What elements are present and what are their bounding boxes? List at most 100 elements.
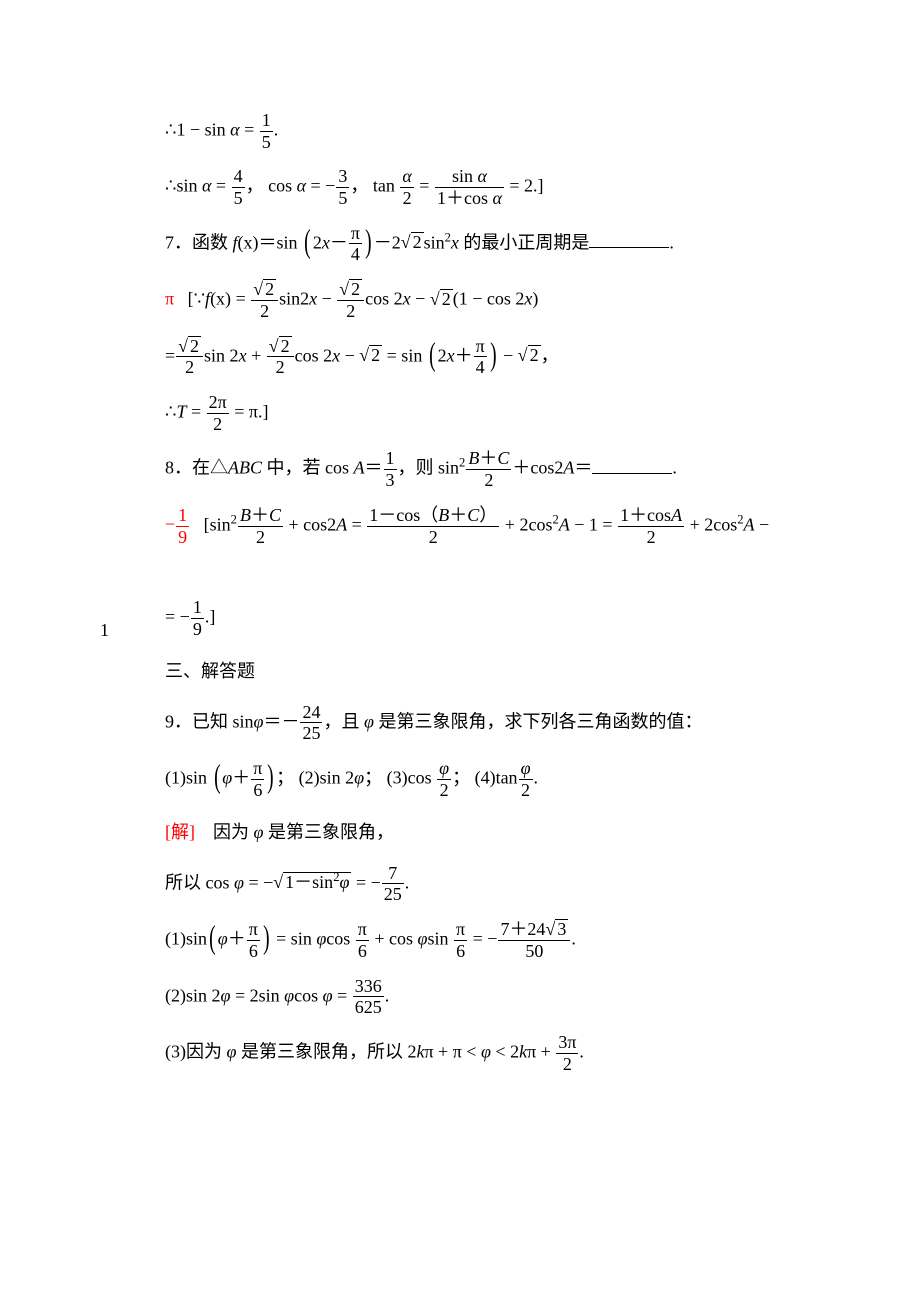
text: − (499, 345, 518, 365)
solution-label-line: [解] 因为 φ 是第三象限角， (165, 815, 840, 849)
text: sin (428, 928, 454, 948)
text: [sin (204, 514, 231, 534)
var-x: x (322, 232, 330, 252)
text: ＋ (228, 928, 246, 948)
text: (4)tan (475, 767, 518, 787)
sqrt: 2 (359, 338, 382, 372)
text: ＋ (232, 767, 250, 787)
text: (x) (238, 232, 259, 252)
right-paren-icon: ) (268, 766, 274, 789)
var-phi: φ (254, 711, 264, 731)
sqrt: 1－sin2φ (273, 865, 351, 899)
text: [∵ (188, 289, 205, 309)
var-A: A (354, 458, 365, 478)
text: 7．函数 (165, 232, 233, 252)
text: ＝ (574, 458, 592, 478)
text: (1)sin (165, 928, 207, 948)
text: sin (424, 232, 445, 252)
answer-7-line: ∴T = 2π2 = π.] (165, 392, 840, 434)
text: 2 (438, 345, 447, 365)
question-7: 7．函数 f(x)＝sin (2x－π4)－22sin2x 的最小正周期是. (165, 223, 840, 265)
text: －2 (374, 232, 401, 252)
text: − (340, 345, 359, 365)
text: ，则 sin (398, 458, 460, 478)
fraction: 15 (260, 110, 273, 152)
solution-line: 所以 cos φ = −1－sin2φ = −725. (165, 863, 840, 905)
var-phi: φ (364, 711, 374, 731)
sqrt: 2 (253, 279, 276, 300)
answer-7-line: π [∵f(x) = 22sin2x − 22cos 2x − 2(1 − co… (165, 279, 840, 321)
var-alpha: α (202, 176, 211, 196)
answer-blank (589, 228, 669, 248)
text: － (330, 232, 348, 252)
text: sin 2 (204, 345, 239, 365)
text: 因为 (195, 822, 254, 842)
var-phi: φ (218, 928, 228, 948)
text: (1 − cos 2 (453, 289, 525, 309)
fraction: α2 (400, 166, 413, 208)
fraction: 7＋24350 (498, 919, 570, 961)
fraction: π4 (349, 223, 362, 265)
text: cos 2 (295, 345, 333, 365)
text: . (274, 119, 279, 139)
var-phi: φ (222, 767, 232, 787)
fraction: 2425 (300, 702, 322, 744)
fraction: 35 (336, 166, 349, 208)
fraction: 22 (267, 336, 294, 378)
text: + 2cos (685, 514, 737, 534)
var-phi: φ (316, 928, 326, 948)
text: ＋ (455, 345, 473, 365)
text: ∴ (165, 401, 176, 421)
text: = − (244, 872, 273, 892)
text: 是第三象限角，所以 2 (236, 1041, 416, 1061)
text: . (669, 232, 674, 252)
text: = (415, 176, 434, 196)
text: ∴1 − sin (165, 119, 230, 139)
text: . (534, 767, 539, 787)
text: (2)sin 2 (165, 985, 221, 1005)
var-phi: φ (354, 767, 364, 787)
fraction: 22 (176, 336, 203, 378)
var-x: x (451, 232, 459, 252)
fraction: φ2 (437, 758, 451, 800)
var-x: x (239, 345, 247, 365)
right-paren-icon: ) (365, 231, 371, 254)
text: cos (326, 928, 355, 948)
text: < 2 (491, 1041, 519, 1061)
var-A: A (744, 514, 755, 534)
var-alpha: α (297, 176, 306, 196)
text: ， (541, 345, 559, 365)
var-x: x (309, 289, 317, 309)
text: .] (205, 607, 216, 627)
fraction: 3π2 (556, 1032, 578, 1074)
text: π + π < (424, 1041, 480, 1061)
text: ) (532, 289, 538, 309)
text: 是第三象限角， (263, 822, 394, 842)
var-x: x (403, 289, 411, 309)
text: ； (364, 767, 382, 787)
answer-blank (592, 454, 672, 474)
solution-part-2: (2)sin 2φ = 2sin φcos φ = 336625. (165, 976, 840, 1018)
solution-label: [解] (165, 822, 195, 842)
text: 8．在△ (165, 458, 228, 478)
var-phi: φ (323, 985, 333, 1005)
text: 所以 cos (165, 872, 234, 892)
var-x: x (332, 345, 340, 365)
text: ∴sin (165, 176, 202, 196)
text: + (247, 345, 266, 365)
text: ＝sin (259, 232, 303, 252)
text: ， cos (246, 176, 297, 196)
fraction: 2π2 (207, 392, 229, 434)
text: ， tan (350, 176, 399, 196)
var-phi: φ (481, 1041, 491, 1061)
text: sin2 (279, 289, 309, 309)
var-alpha: α (230, 119, 239, 139)
text: cos 2 (365, 289, 403, 309)
sqrt: 2 (430, 282, 453, 316)
answer-pi: π (165, 289, 174, 309)
derivation-line: ∴1 − sin α = 15. (165, 110, 840, 152)
question-8: 8．在△ABC 中，若 cos A＝13，则 sin2B＋C2＋cos2A＝. (165, 448, 840, 490)
solution-part-1: (1)sin(φ＋π6) = sin φcos π6 + cos φsin π6… (165, 919, 840, 961)
sqrt: 2 (178, 336, 201, 357)
text: . (571, 928, 576, 948)
